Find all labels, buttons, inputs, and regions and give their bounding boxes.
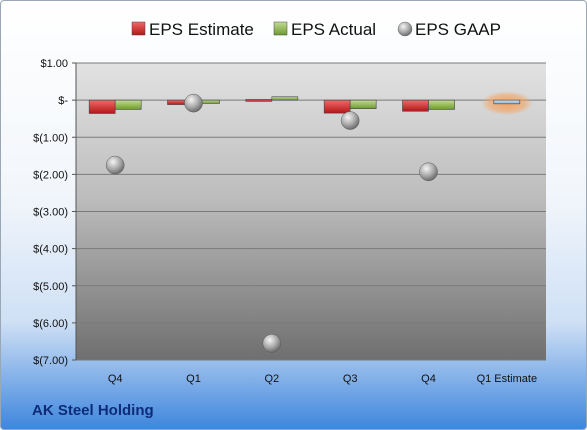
y-tick-label: $(4.00) <box>33 244 68 256</box>
legend-label: EPS GAAP <box>415 20 501 39</box>
y-tick-label: $(5.00) <box>33 281 68 293</box>
y-tick-label: $(3.00) <box>33 207 68 219</box>
legend-label: EPS Estimate <box>149 20 254 39</box>
gaap-markers <box>105 93 438 353</box>
eps-gaap-point <box>184 93 203 113</box>
y-tick-label: $- <box>58 95 68 107</box>
legend-swatch <box>273 21 288 36</box>
x-tick-label: Q4 <box>108 373 123 385</box>
eps-actual-bar <box>349 99 377 109</box>
x-tick-label: Q1 <box>186 373 201 385</box>
y-tick-label: $1.00 <box>40 58 68 70</box>
x-tick-label: Q2 <box>264 373 279 385</box>
eps-actual-bar <box>114 99 142 110</box>
bars <box>88 91 533 116</box>
legend-label: EPS Actual <box>291 20 376 39</box>
eps-actual-bar <box>428 99 455 110</box>
legend-swatch <box>131 21 146 36</box>
gridlines <box>76 62 546 361</box>
eps-estimate-bar <box>245 99 273 102</box>
eps-gaap-point <box>105 155 125 175</box>
y-tick-label: $(7.00) <box>33 355 68 367</box>
legend-swatch <box>397 21 413 37</box>
company-name: AK Steel Holding <box>32 402 154 419</box>
x-tick-label: Q1 Estimate <box>477 373 538 385</box>
eps-estimate-bar <box>323 99 351 114</box>
eps-actual-bar <box>271 96 299 101</box>
y-tick-label: $(6.00) <box>33 318 68 330</box>
eps-gaap-point <box>419 162 438 182</box>
eps-gaap-point <box>262 334 282 353</box>
eps-estimate-bar <box>402 99 429 112</box>
eps-gaap-point <box>340 111 360 130</box>
eps-estimate-bar <box>88 99 116 114</box>
y-tick-label: $(2.00) <box>33 169 68 181</box>
x-axis: Q4 Q1 Q2 Q3 Q4 Q1 Estimate <box>108 373 537 385</box>
estimate-bar <box>493 99 521 105</box>
x-tick-label: Q4 <box>421 373 436 385</box>
y-tick-label: $(1.00) <box>33 132 68 144</box>
legend: EPS Estimate EPS Actual EPS GAAP <box>131 20 501 39</box>
x-tick-label: Q3 <box>343 373 358 385</box>
y-axis: $1.00 $- $(1.00) $(2.00) $(3.00) $(4.00) $(5.0… <box>33 58 77 367</box>
